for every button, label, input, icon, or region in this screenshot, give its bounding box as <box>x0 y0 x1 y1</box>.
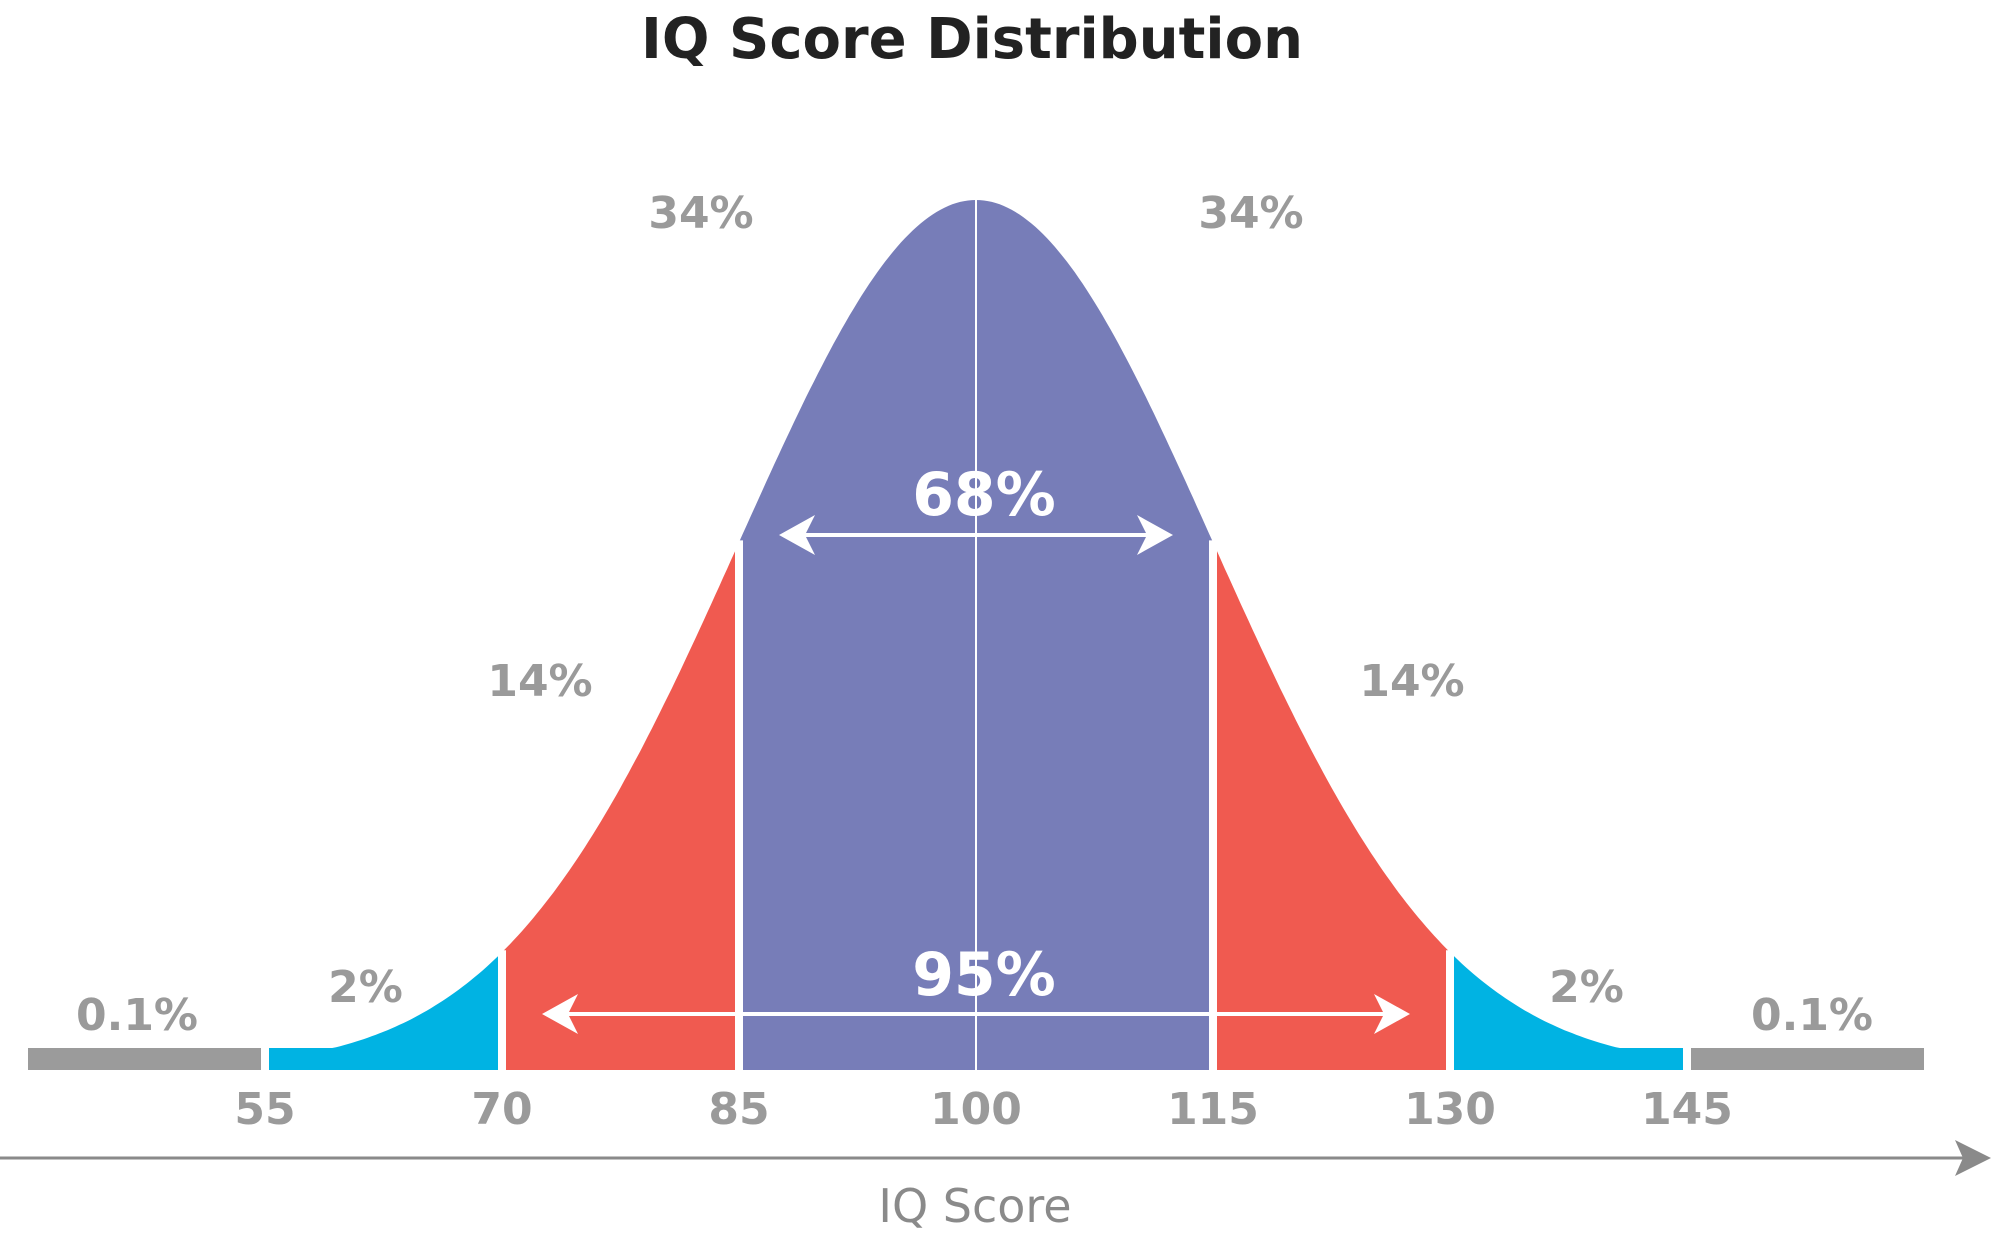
x-tick-55: 55 <box>234 1084 295 1135</box>
band-55-70 <box>265 952 502 1070</box>
range-label-95pct: 95% <box>912 940 1056 1010</box>
x-tick-85: 85 <box>708 1084 769 1135</box>
band-dividers <box>261 198 1691 1072</box>
x-tick-70: 70 <box>471 1084 532 1135</box>
x-axis-arrowhead <box>1955 1140 1991 1176</box>
range-arrowhead-right-95pct <box>1374 994 1410 1034</box>
x-tick-115: 115 <box>1167 1084 1259 1135</box>
band-percent-labels: 0.1% 2% 14% 34% 34% 14% 2% 0.1% <box>76 188 1873 1041</box>
band-label-130-145: 2% <box>1549 962 1624 1013</box>
band-label-115-130: 14% <box>1359 656 1464 707</box>
band-70-85 <box>502 542 739 1070</box>
band-40-55 <box>28 1048 265 1070</box>
distribution-bands <box>28 200 1924 1070</box>
range-arrowhead-left-95pct <box>542 994 578 1034</box>
x-tick-130: 130 <box>1404 1084 1496 1135</box>
band-label-145-160: 0.1% <box>1751 990 1873 1041</box>
band-115-130 <box>1213 542 1450 1070</box>
band-130-145 <box>1450 952 1687 1070</box>
x-axis-label: IQ Score <box>878 1179 1071 1233</box>
x-tick-145: 145 <box>1641 1084 1733 1135</box>
range-label-68pct: 68% <box>912 460 1056 530</box>
band-label-70-85: 14% <box>487 656 592 707</box>
band-label-85-100: 34% <box>648 188 753 239</box>
x-tick-100: 100 <box>930 1084 1022 1135</box>
band-145-160 <box>1687 1048 1924 1070</box>
range-arrowhead-left-68pct <box>779 515 815 555</box>
band-label-40-55: 0.1% <box>76 990 198 1041</box>
x-tick-labels: 55 70 85 100 115 130 145 <box>234 1084 1733 1135</box>
band-label-55-70: 2% <box>328 962 403 1013</box>
range-arrows: 68% 95% <box>542 460 1410 1034</box>
x-axis <box>0 1140 1991 1176</box>
band-85-100 <box>739 200 976 1070</box>
band-label-100-115: 34% <box>1198 188 1303 239</box>
range-arrowhead-right-68pct <box>1137 515 1173 555</box>
band-100-115 <box>976 200 1213 1070</box>
chart-title: IQ Score Distribution <box>641 7 1303 72</box>
